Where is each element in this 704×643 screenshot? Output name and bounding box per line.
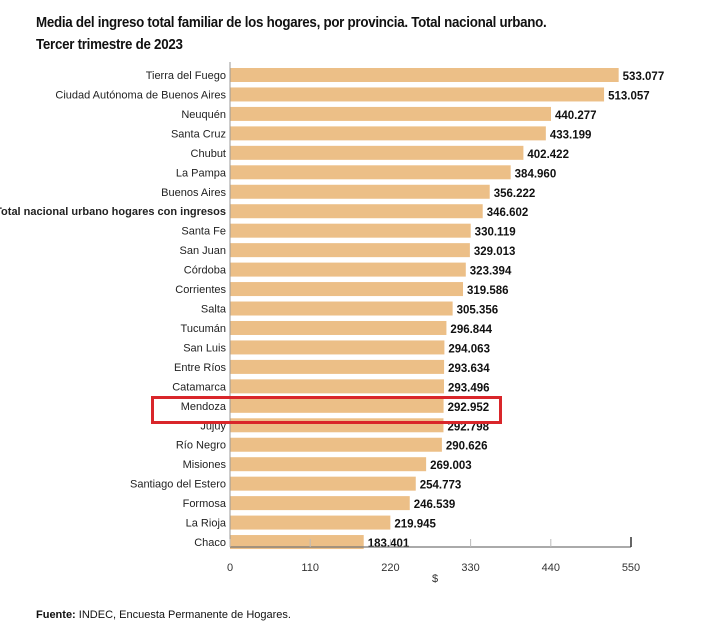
value-label: 292.798 <box>447 421 489 433</box>
value-label: 329.013 <box>474 246 516 258</box>
bar <box>230 437 442 452</box>
category-label: Chaco <box>194 537 226 549</box>
category-label: Catamarca <box>172 381 227 393</box>
bar <box>230 223 471 238</box>
value-label: 433.199 <box>550 129 592 141</box>
chart-title: Media del ingreso total familiar de los … <box>36 12 547 56</box>
category-label: La Rioja <box>186 518 227 530</box>
bar <box>230 68 619 82</box>
category-label: Tierra del Fuego <box>146 70 226 82</box>
category-label: Córdoba <box>184 265 227 277</box>
x-tick-label: 330 <box>461 562 479 574</box>
bar <box>230 340 445 355</box>
category-label: Santiago del Estero <box>130 479 226 491</box>
bar <box>230 359 445 374</box>
x-tick-label: 550 <box>622 562 640 574</box>
category-label: Entre Ríos <box>174 362 226 374</box>
bar <box>230 515 391 530</box>
value-label: 293.496 <box>448 382 490 394</box>
value-label: 533.077 <box>623 71 665 83</box>
category-label: Neuquén <box>181 109 226 121</box>
x-tick-label: 0 <box>227 562 233 574</box>
x-tick-label: 440 <box>542 562 560 574</box>
category-label: Río Negro <box>176 440 226 452</box>
category-label: Formosa <box>183 498 227 510</box>
category-label: Chubut <box>191 148 226 160</box>
bar <box>230 87 605 102</box>
value-label: 219.945 <box>394 519 436 531</box>
x-tick-label: 220 <box>381 562 399 574</box>
value-label: 330.119 <box>475 227 516 239</box>
category-label: Total nacional urbano hogares con ingres… <box>0 206 226 218</box>
bar <box>230 184 490 199</box>
bar <box>230 106 552 121</box>
value-label: 293.634 <box>448 363 490 375</box>
bar <box>230 145 524 160</box>
value-label: 402.422 <box>527 149 569 161</box>
chart-subtitle: Tercer trimestre de 2023 <box>36 37 183 53</box>
value-label: 440.277 <box>555 110 597 122</box>
value-label: 254.773 <box>420 480 462 492</box>
bar <box>230 243 470 258</box>
value-label: 356.222 <box>494 188 536 200</box>
bar <box>230 282 464 297</box>
bar <box>230 262 466 277</box>
value-label: 290.626 <box>446 441 488 453</box>
bar <box>230 457 427 472</box>
source-note: Fuente: INDEC, Encuesta Permanente de Ho… <box>36 609 291 621</box>
bar <box>230 496 410 511</box>
x-axis-title: $ <box>432 573 438 585</box>
category-label: San Luis <box>183 342 226 354</box>
category-label: Salta <box>201 304 227 316</box>
category-label: Tucumán <box>181 323 226 335</box>
value-label: 323.394 <box>470 266 512 278</box>
bar <box>230 204 483 219</box>
highlight-box <box>151 396 502 424</box>
bar-chart: Tierra del Fuego 533.077 Ciudad Autónoma d… <box>0 62 665 585</box>
chart-title-line: Media del ingreso total familiar de los … <box>36 15 547 31</box>
bar <box>230 126 546 141</box>
category-label: Santa Fe <box>181 226 226 238</box>
bar <box>230 476 416 491</box>
value-label: 346.602 <box>487 207 529 219</box>
bar <box>230 379 444 394</box>
value-label: 269.003 <box>430 460 472 472</box>
source-label: Fuente: <box>36 609 76 621</box>
category-label: Misiones <box>183 459 227 471</box>
bar <box>230 320 447 335</box>
value-label: 305.356 <box>457 305 499 317</box>
category-label: Santa Cruz <box>171 128 226 140</box>
category-label: Ciudad Autónoma de Buenos Aires <box>55 89 226 101</box>
value-label: 296.844 <box>450 324 492 336</box>
bar <box>230 301 453 316</box>
bar <box>230 398 444 413</box>
value-label: 246.539 <box>414 499 456 511</box>
value-label: 183.401 <box>368 538 410 550</box>
category-label: San Juan <box>180 245 226 257</box>
value-label: 292.952 <box>448 402 490 414</box>
category-label: Corrientes <box>175 284 226 296</box>
value-label: 319.586 <box>467 285 509 297</box>
source-text: INDEC, Encuesta Permanente de Hogares. <box>75 609 291 621</box>
category-label: Buenos Aires <box>161 187 226 199</box>
value-label: 294.063 <box>448 343 490 355</box>
value-label: 384.960 <box>515 168 557 180</box>
category-label: La Pampa <box>176 167 227 179</box>
bar <box>230 165 511 180</box>
category-label: Mendoza <box>181 401 227 413</box>
bar <box>230 535 364 550</box>
x-tick-label: 110 <box>301 562 319 574</box>
value-label: 513.057 <box>608 90 650 102</box>
